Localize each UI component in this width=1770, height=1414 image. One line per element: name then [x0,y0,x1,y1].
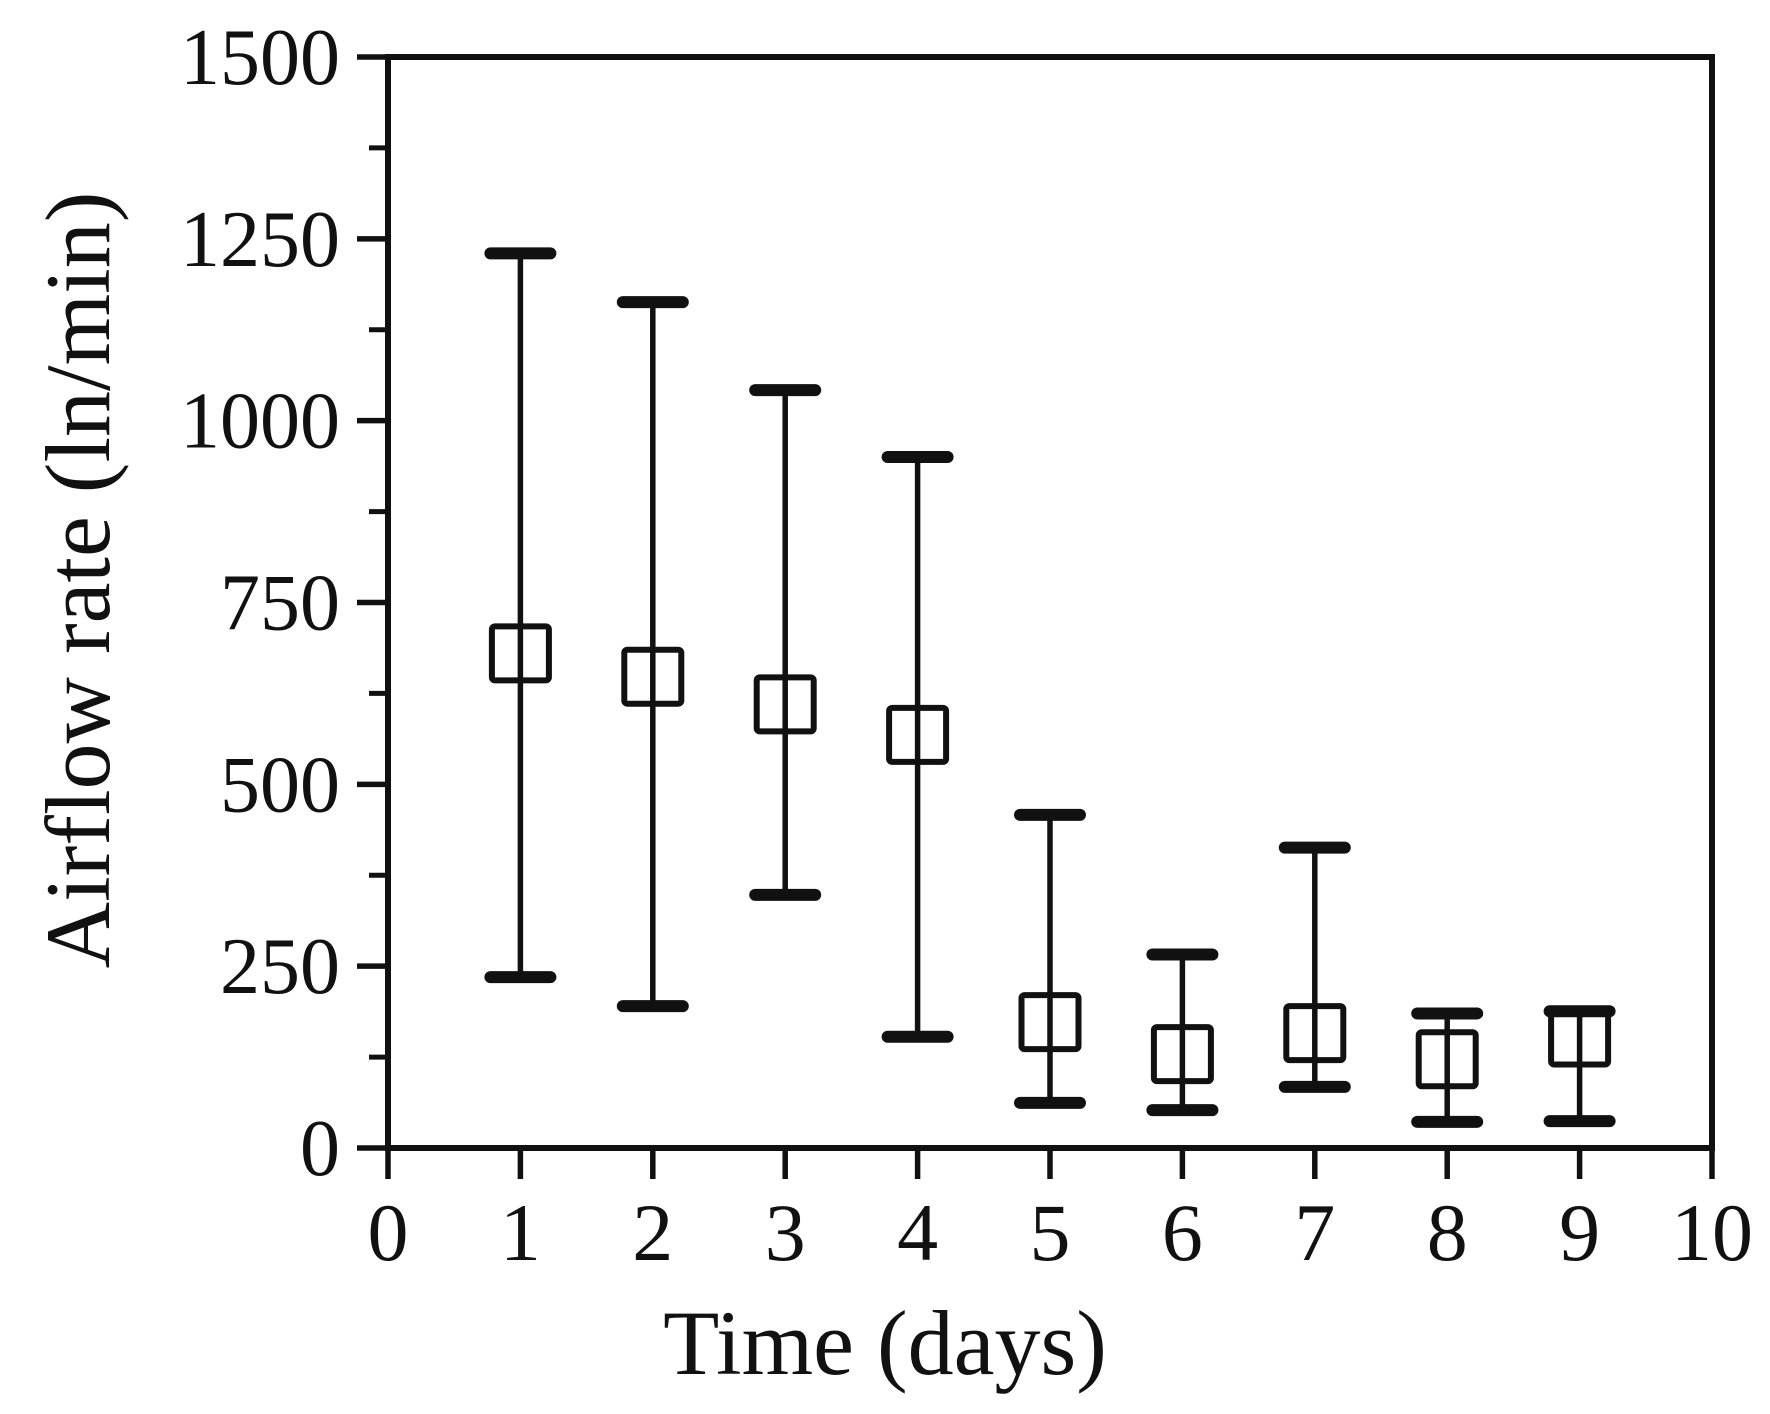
marker-square-day-2 [621,646,685,707]
marker-square-day-3 [753,674,817,735]
x-tick-label: 9 [1559,1187,1600,1278]
marker-square-day-9 [1548,1007,1612,1068]
y-tick-label: 0 [300,1105,340,1193]
x-tick-label: 0 [368,1187,409,1278]
y-tick-label: 1500 [180,14,340,102]
x-tick-label: 2 [632,1187,673,1278]
x-tick-label: 5 [1030,1187,1071,1278]
y-tick-label: 750 [220,560,340,648]
x-tick-label: 7 [1294,1187,1335,1278]
x-tick-label: 8 [1427,1187,1468,1278]
marker-square-day-5 [1018,992,1082,1053]
y-axis-title: Airflow rate (ln/min) [27,191,129,969]
y-tick-label: 250 [220,923,340,1011]
marker-square-day-6 [1150,1024,1214,1085]
x-axis-title: Time (days) [663,1292,1107,1394]
x-tick-label: 10 [1671,1187,1753,1278]
x-tick-label: 6 [1162,1187,1203,1278]
x-tick-label: 4 [897,1187,938,1278]
y-tick-label: 1000 [180,378,340,466]
marker-square-day-4 [886,704,950,765]
y-tick-label: 500 [220,741,340,829]
marker-square-day-8 [1415,1029,1479,1090]
marker-square-day-1 [488,623,552,684]
y-tick-label: 1250 [180,196,340,284]
marker-square-day-7 [1283,1003,1347,1064]
x-tick-label: 3 [765,1187,806,1278]
x-tick-label: 1 [500,1187,541,1278]
